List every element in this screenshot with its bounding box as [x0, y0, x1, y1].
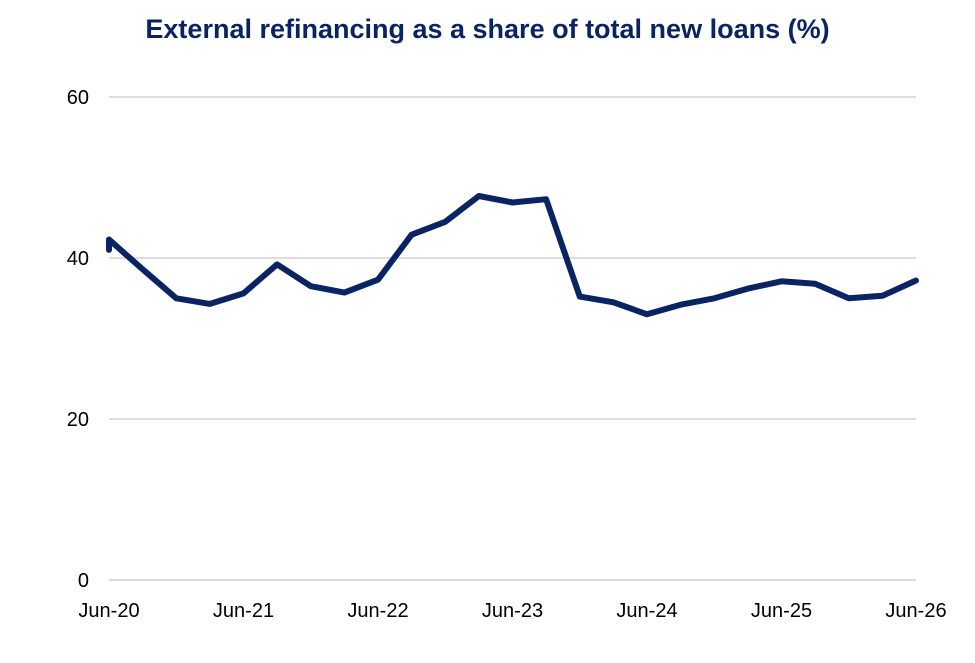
x-tick-label: Jun-20: [78, 600, 139, 622]
x-tick-label: Jun-26: [885, 600, 946, 622]
x-tick-label: Jun-22: [347, 600, 408, 622]
x-tick-label: Jun-24: [616, 600, 677, 622]
x-tick-label: Jun-21: [213, 600, 274, 622]
y-tick-label: 60: [67, 87, 89, 109]
y-tick-label: 0: [78, 570, 89, 592]
series-line: [106, 193, 919, 318]
y-tick-label: 40: [67, 248, 89, 270]
x-tick-label: Jun-25: [751, 600, 812, 622]
x-tick-label: Jun-23: [482, 600, 543, 622]
y-tick-label: 20: [67, 409, 89, 431]
chart-title: External refinancing as a share of total…: [145, 14, 830, 44]
